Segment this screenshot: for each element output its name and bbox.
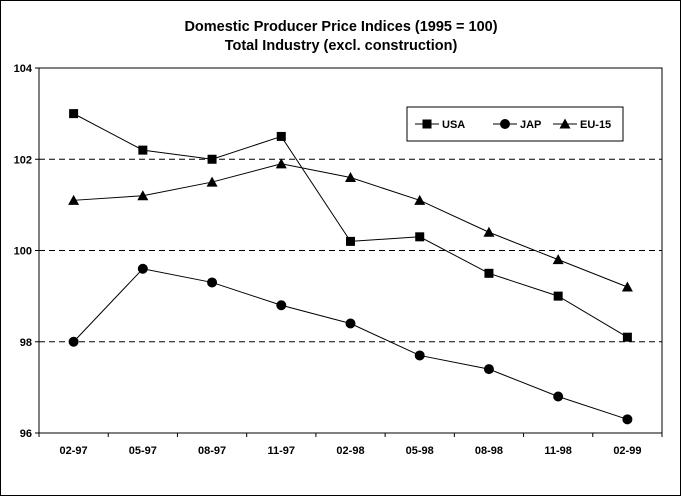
legend-label-jap: JAP [520,119,541,131]
x-tick-label-08-98: 08-98 [475,445,503,457]
data-point-usa [138,145,148,155]
gridlines [39,158,662,343]
y-tick-label-104: 104 [14,63,33,75]
series-line-usa [73,113,628,338]
data-point-jap [207,277,218,288]
x-tick-label-02-97: 02-97 [60,445,88,457]
y-tick-label-98: 98 [20,337,32,349]
legend-label-eu-15: EU-15 [580,119,611,131]
data-point-jap [345,318,356,329]
data-point-eu-15 [137,190,149,201]
x-tick-label-02-99: 02-99 [613,445,641,457]
data-point-jap [553,391,564,402]
data-point-jap [276,300,287,311]
data-point-usa [346,236,355,246]
data-point-eu-15 [206,176,218,187]
data-point-jap [137,263,148,274]
legend-label-usa: USA [442,119,465,131]
y-tick-label-100: 100 [14,246,32,258]
legend-marker-usa [422,119,432,129]
data-point-usa [553,291,563,301]
x-tick-label-11-97: 11-97 [268,445,296,457]
data-point-jap [68,336,79,347]
data-point-usa [484,268,494,278]
y-tick-label-96: 96 [20,428,32,440]
series-line-eu-15 [73,163,628,288]
data-point-usa [69,109,79,119]
data-point-usa [622,332,632,342]
x-tick-label-11-98: 11-98 [544,445,572,457]
data-point-usa [207,154,217,164]
data-point-eu-15 [483,226,495,237]
chart-subtitle: Total Industry (excl. construction) [225,38,458,54]
series-layer [68,109,633,425]
data-point-eu-15 [621,281,633,292]
data-point-eu-15 [552,254,564,265]
x-tick-label-08-97: 08-97 [198,445,226,457]
y-tick-label-102: 102 [14,154,32,166]
legend: USA JAP EU-15 [406,106,624,142]
x-tick-label-05-97: 05-97 [129,445,157,457]
data-point-eu-15 [345,172,356,182]
legend-marker-eu-15 [559,118,571,129]
x-tick-label-05-98: 05-98 [406,445,434,457]
data-point-eu-15 [68,194,80,205]
data-point-eu-15 [414,194,426,205]
chart-title: Domestic Producer Price Indices (1995 = … [184,19,497,35]
data-point-jap [483,364,494,375]
data-point-jap [622,414,633,425]
data-point-usa [276,131,286,141]
data-point-jap [414,350,425,361]
x-tick-label-02-98: 02-98 [336,445,364,457]
data-point-usa [415,232,425,242]
axes: 96 98 100 102 104 02-97 05-97 08-97 11-97 02-98 05… [14,63,663,457]
data-point-eu-15 [275,158,287,169]
legend-marker-jap [500,119,510,129]
